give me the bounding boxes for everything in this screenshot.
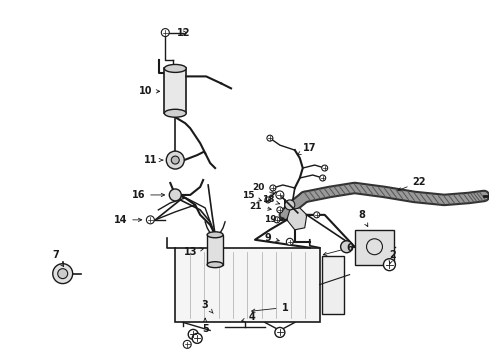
Circle shape bbox=[58, 269, 68, 279]
Text: 22: 22 bbox=[398, 177, 426, 191]
Circle shape bbox=[172, 156, 179, 164]
Text: 20: 20 bbox=[252, 184, 274, 194]
Circle shape bbox=[53, 264, 73, 284]
Bar bbox=[355, 230, 394, 265]
Circle shape bbox=[274, 217, 280, 223]
Text: 15: 15 bbox=[242, 192, 262, 201]
Text: 13: 13 bbox=[183, 247, 203, 257]
Circle shape bbox=[188, 329, 198, 339]
Text: 18: 18 bbox=[262, 195, 280, 204]
Circle shape bbox=[341, 241, 353, 253]
Text: 14: 14 bbox=[114, 215, 142, 225]
Circle shape bbox=[192, 333, 202, 343]
Text: 9: 9 bbox=[265, 233, 279, 243]
Text: 4: 4 bbox=[242, 312, 255, 323]
Text: 19: 19 bbox=[264, 215, 284, 224]
Text: 7: 7 bbox=[52, 250, 64, 266]
Text: 11: 11 bbox=[144, 155, 163, 165]
Text: 16: 16 bbox=[132, 190, 165, 200]
Text: 3: 3 bbox=[202, 300, 213, 313]
Text: 5: 5 bbox=[202, 318, 209, 334]
Circle shape bbox=[384, 259, 395, 271]
Circle shape bbox=[265, 197, 271, 203]
Text: 17: 17 bbox=[297, 143, 317, 155]
Circle shape bbox=[276, 191, 284, 199]
Ellipse shape bbox=[164, 64, 186, 72]
Text: 2: 2 bbox=[389, 250, 396, 264]
Circle shape bbox=[319, 175, 326, 181]
Circle shape bbox=[166, 151, 184, 169]
Ellipse shape bbox=[207, 232, 223, 238]
Text: 21: 21 bbox=[250, 202, 271, 211]
Circle shape bbox=[285, 200, 295, 210]
Ellipse shape bbox=[207, 262, 223, 268]
Circle shape bbox=[277, 207, 283, 213]
Bar bbox=[164, 68, 186, 113]
Ellipse shape bbox=[164, 109, 186, 117]
Text: 6: 6 bbox=[323, 243, 353, 256]
Text: 8: 8 bbox=[358, 210, 368, 226]
Polygon shape bbox=[287, 208, 307, 230]
Text: 1: 1 bbox=[252, 302, 288, 312]
Bar bbox=[175, 248, 319, 323]
Circle shape bbox=[147, 216, 154, 224]
Circle shape bbox=[169, 189, 181, 201]
Circle shape bbox=[270, 185, 276, 191]
Circle shape bbox=[267, 135, 273, 141]
Text: 10: 10 bbox=[139, 86, 160, 96]
Circle shape bbox=[322, 165, 328, 171]
Text: 12: 12 bbox=[176, 28, 190, 37]
Bar bbox=[207, 235, 223, 265]
Circle shape bbox=[275, 328, 285, 337]
Bar bbox=[322, 256, 343, 315]
Circle shape bbox=[314, 212, 319, 218]
Circle shape bbox=[161, 28, 169, 37]
Circle shape bbox=[286, 238, 294, 245]
Circle shape bbox=[183, 340, 191, 348]
